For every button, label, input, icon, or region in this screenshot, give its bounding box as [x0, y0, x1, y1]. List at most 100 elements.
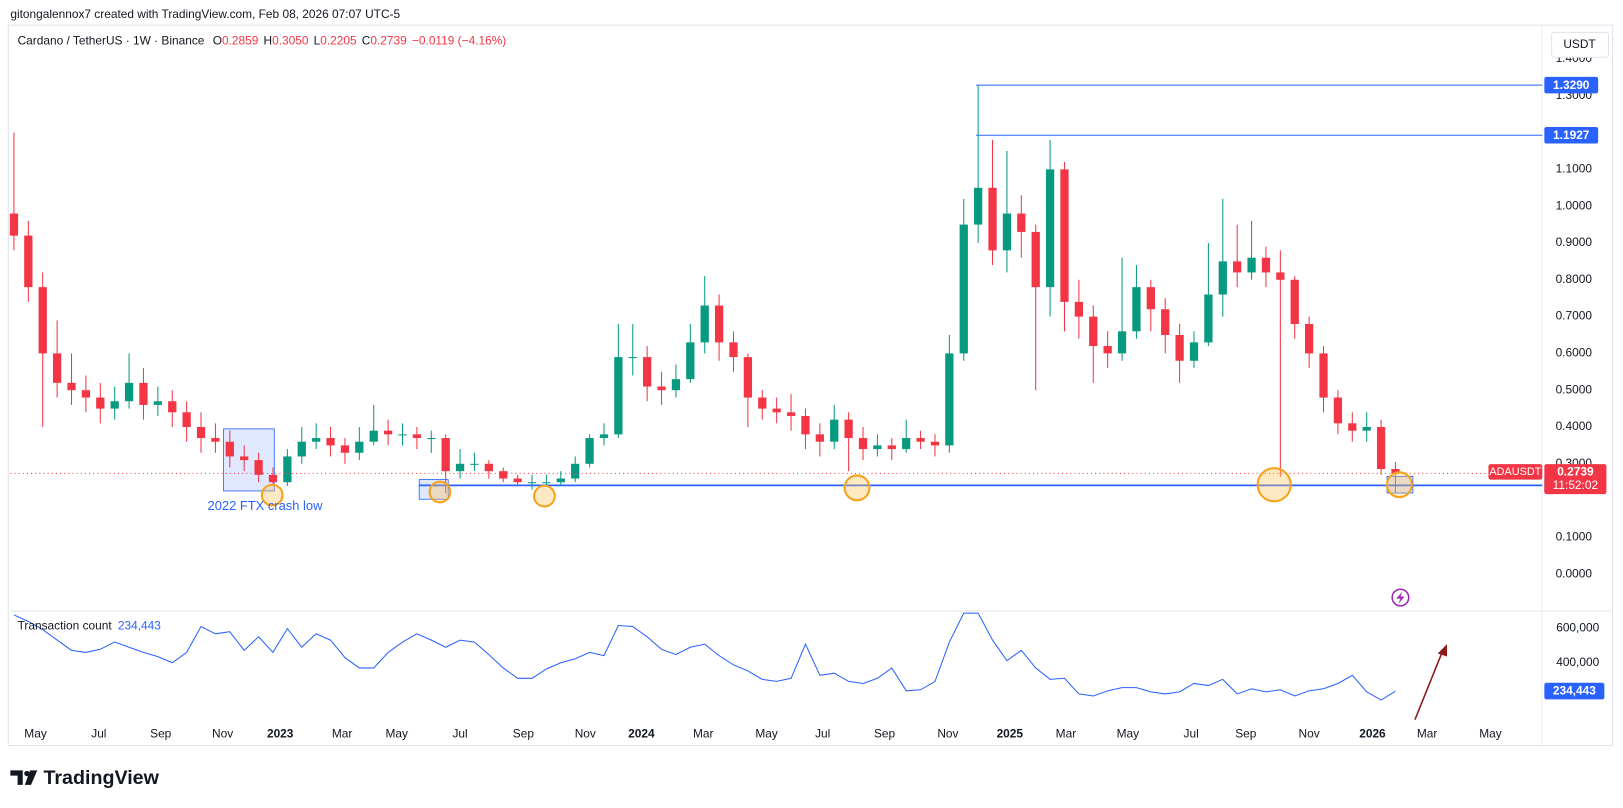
highlight-circle	[428, 480, 452, 504]
x-tick-label: Nov	[937, 726, 958, 740]
candle-body	[1261, 257, 1271, 273]
candle-body	[383, 430, 393, 435]
y-tick-label: 0.5000	[1556, 382, 1593, 396]
y-tick-label: 600,000	[1556, 621, 1599, 635]
ohlc-value: 0.2739	[370, 34, 407, 48]
candle-body	[1304, 323, 1314, 354]
candle-body	[988, 187, 997, 251]
candle-body	[1204, 294, 1213, 343]
candle-body	[168, 401, 177, 413]
legend-value: 234,443	[118, 619, 161, 633]
annotation-text: 2022 FTX crash low	[208, 498, 324, 513]
candle-body	[815, 434, 824, 442]
candle-body	[470, 463, 479, 465]
candle-body	[959, 224, 968, 354]
ticker-tag	[1488, 464, 1543, 480]
candle-body	[1132, 287, 1141, 332]
x-tick-label: Sep	[150, 726, 172, 740]
highlight-circle	[533, 484, 556, 508]
y-tick-label: 0.8000	[1556, 272, 1593, 286]
candle-body	[1002, 213, 1012, 251]
y-tick-label: 1.1000	[1556, 162, 1593, 176]
candle-body	[1189, 342, 1199, 361]
highlight-circle	[1385, 471, 1413, 499]
x-tick-label: Mar	[332, 726, 353, 740]
candle-body	[441, 438, 450, 472]
candle-body	[124, 382, 134, 402]
candle-body	[758, 397, 767, 409]
legend: Transaction count 234,443	[18, 619, 162, 633]
x-tick-label: Mar	[693, 726, 714, 740]
candle-body	[801, 415, 810, 435]
candle-body	[527, 482, 537, 484]
candle-body	[1276, 272, 1285, 280]
candle-body	[196, 427, 206, 439]
ohlc-value: 0.2205	[320, 34, 357, 48]
candle-body	[1290, 279, 1299, 324]
candle-body	[786, 412, 796, 416]
countdown: 11:52:02	[1553, 478, 1599, 492]
candle-body	[268, 474, 278, 483]
ohlc-key: O	[213, 34, 222, 48]
candle-body	[599, 434, 609, 439]
y-tick-label: 400,000	[1556, 655, 1599, 669]
candle-body	[1060, 169, 1069, 302]
candle-body	[427, 438, 436, 440]
candle-body	[614, 357, 623, 435]
credit: gitongalennox7 created with TradingView.…	[10, 7, 400, 21]
candle-body	[1348, 423, 1357, 431]
x-tick-label: May	[1117, 726, 1140, 740]
y-tick-label: 0.4000	[1556, 419, 1593, 433]
candle-body	[714, 305, 724, 343]
logo-mark	[10, 770, 23, 785]
candle-body	[412, 434, 422, 439]
x-tick-label: May	[1479, 726, 1502, 740]
candle-body	[1391, 468, 1400, 474]
level-tag	[1544, 126, 1599, 144]
logo-mark	[24, 770, 38, 785]
ohlc-value: 0.3050	[272, 34, 309, 48]
symbol: Cardano / TetherUS · 1W · Binance	[18, 34, 205, 48]
highlight-box	[223, 428, 275, 492]
candle-body	[772, 408, 781, 413]
x-tick-label: Jul	[452, 726, 467, 740]
candle-body	[1089, 316, 1098, 347]
candle-body	[1362, 427, 1371, 431]
candle-body	[52, 353, 62, 383]
candle-body	[916, 438, 925, 442]
currency-button[interactable]	[1551, 31, 1610, 58]
candle-body	[240, 456, 249, 461]
x-tick-label: 2026	[1359, 726, 1386, 740]
x-tick-label: May	[755, 726, 778, 740]
level-label: 1.1927	[1553, 128, 1590, 142]
candle-body	[1117, 331, 1127, 354]
candle-body	[1333, 397, 1343, 424]
legend-name: Transaction count	[18, 619, 113, 633]
candle-body	[686, 342, 695, 380]
footer-brand: TradingView	[43, 767, 159, 789]
footer-logo	[10, 770, 38, 785]
last-price-tag	[1544, 464, 1607, 495]
candle-body	[312, 438, 321, 442]
candle-body	[873, 445, 882, 450]
highlight-circle	[843, 474, 871, 502]
currency: USDT	[1563, 37, 1595, 51]
candle-body	[1233, 261, 1242, 273]
candle-body	[225, 441, 234, 457]
x-tick-label: Sep	[513, 726, 535, 740]
x-tick-label: May	[386, 726, 409, 740]
candle-body	[1103, 346, 1112, 354]
legend: Cardano / TetherUS · 1W · Binance O0.2859…	[18, 34, 507, 48]
candle-body	[9, 213, 19, 236]
candle-body	[139, 382, 148, 405]
candle-body	[513, 478, 522, 483]
candle-body	[830, 419, 839, 442]
candle-body	[1146, 287, 1155, 310]
current-tag	[1544, 682, 1605, 700]
candle-body	[542, 482, 551, 484]
x-tick-label: May	[24, 726, 47, 740]
alert-bolt	[1396, 591, 1405, 604]
candle-body	[743, 357, 753, 398]
candle-body	[326, 438, 335, 446]
